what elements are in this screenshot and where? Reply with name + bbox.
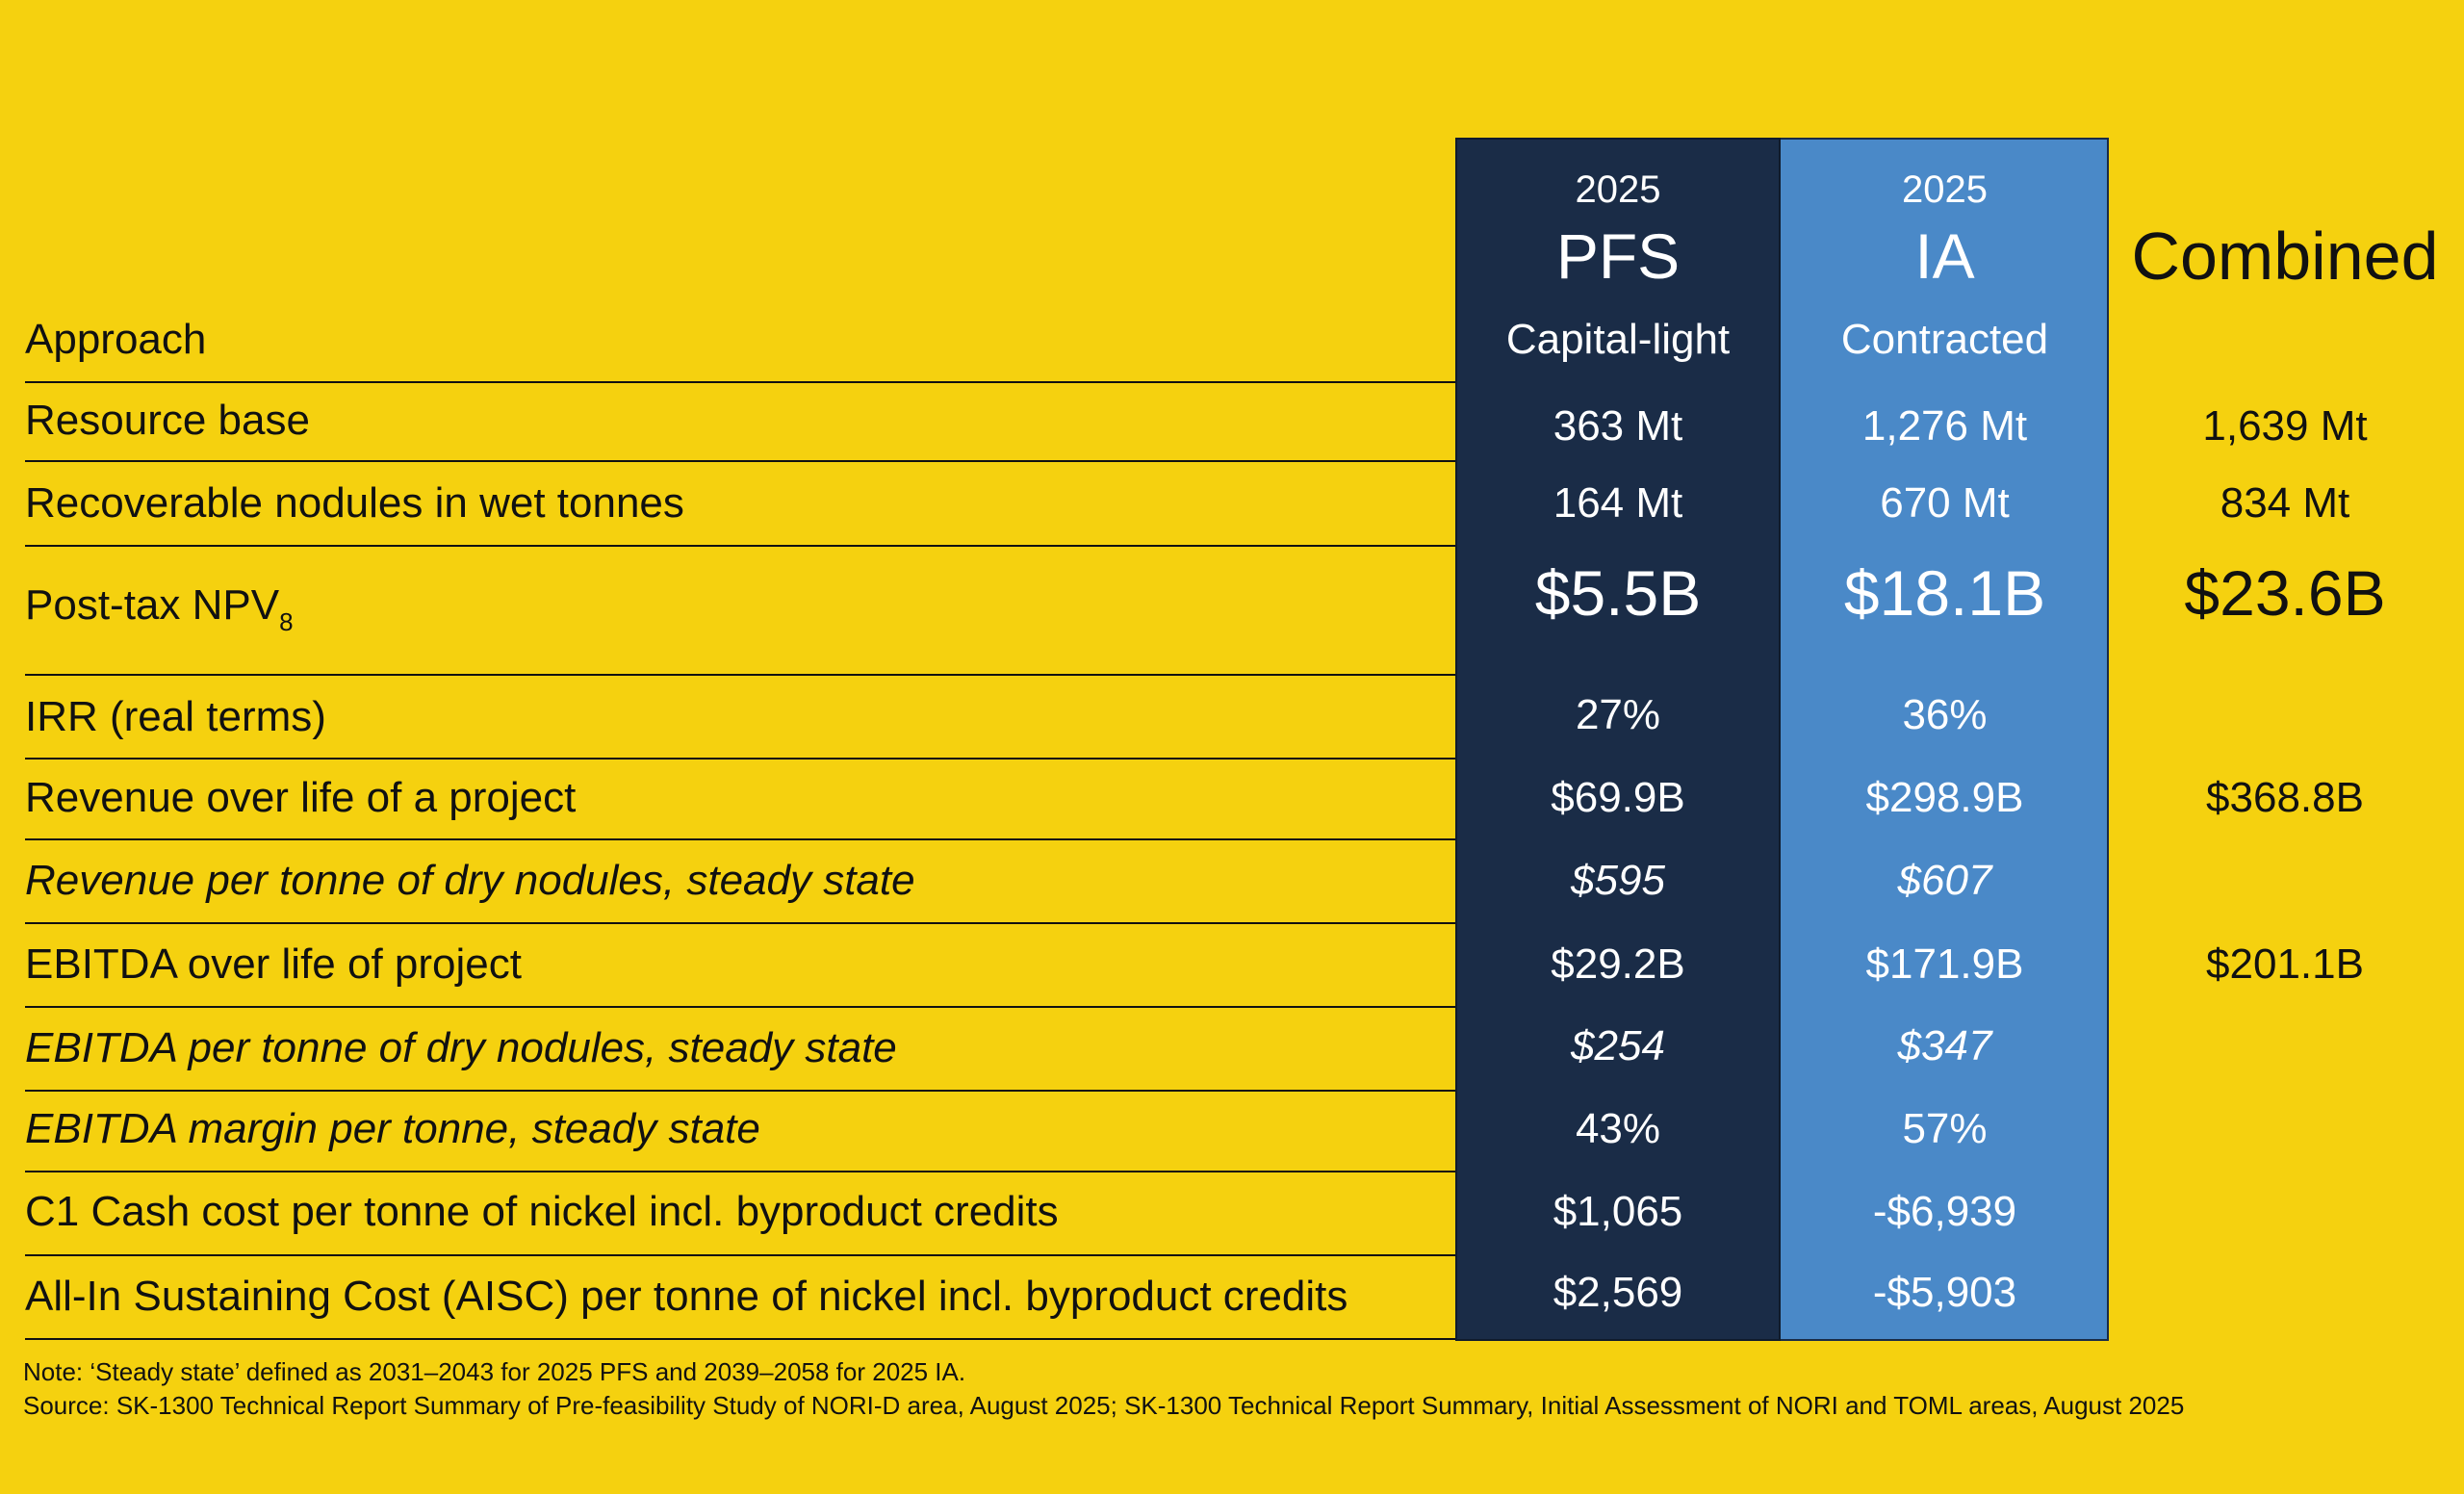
row-divider	[25, 460, 1455, 462]
pfs-value-ebitda-per-tonne: $254	[1571, 1022, 1665, 1069]
ia-value-aisc: -$5,903	[1872, 1269, 2017, 1316]
pfs-title-header: PFS	[1555, 220, 1681, 292]
ia-value-ebitda-margin: 57%	[1902, 1105, 1988, 1152]
row-label-ebitda-margin: EBITDA margin per tonne, steady state	[25, 1105, 760, 1152]
pfs-value-revenue-per-tonne: $595	[1571, 857, 1665, 904]
row-label-revenue-per-tonne: Revenue per tonne of dry nodules, steady…	[25, 857, 915, 904]
row-label-aisc: All-In Sustaining Cost (AISC) per tonne …	[25, 1273, 1348, 1320]
row-divider	[25, 758, 1455, 760]
row-label-ebitda-life: EBITDA over life of project	[25, 940, 522, 988]
row-label-recoverable-nodules: Recoverable nodules in wet tonnes	[25, 479, 684, 527]
row-label-post-tax-npv: Post-tax NPV8	[25, 581, 294, 637]
combined-title-header: Combined	[2131, 219, 2439, 294]
row-divider	[25, 838, 1455, 840]
row-divider	[25, 1006, 1455, 1008]
pfs-value-ebitda-life: $29.2B	[1551, 940, 1685, 988]
row-divider	[25, 922, 1455, 924]
pfs-value-revenue-life: $69.9B	[1551, 774, 1685, 821]
ia-value-recoverable-nodules: 670 Mt	[1880, 479, 2010, 527]
ia-value-revenue-life: $298.9B	[1865, 774, 2024, 821]
ia-title-header: IA	[1914, 220, 1975, 292]
row-label-revenue-life: Revenue over life of a project	[25, 774, 577, 821]
row-divider	[25, 1254, 1455, 1256]
approach-row-label: Approach	[25, 316, 207, 363]
pfs-value-post-tax-npv: $5.5B	[1534, 557, 1702, 629]
source-note: Source: SK-1300 Technical Report Summary…	[23, 1391, 2185, 1420]
pfs-value-aisc: $2,569	[1553, 1269, 1683, 1316]
row-divider	[25, 1171, 1455, 1172]
combined-value-post-tax-npv: $23.6B	[2184, 557, 2386, 629]
pfs-approach-value: Capital-light	[1505, 316, 1731, 363]
ia-value-revenue-per-tonne: $607	[1897, 857, 1992, 904]
row-divider	[25, 1338, 1455, 1340]
row-label-ebitda-per-tonne: EBITDA per tonne of dry nodules, steady …	[25, 1024, 897, 1071]
pfs-year-header: 2025	[1575, 168, 1661, 211]
pfs-value-c1-cash-cost: $1,065	[1553, 1188, 1683, 1235]
ia-column-background	[1781, 138, 2109, 1341]
ia-value-post-tax-npv: $18.1B	[1843, 557, 2046, 629]
row-divider	[25, 545, 1455, 547]
ia-value-ebitda-life: $171.9B	[1865, 940, 2024, 988]
pfs-value-ebitda-margin: 43%	[1575, 1105, 1661, 1152]
post-tax-npv-label-text: Post-tax NPV	[25, 581, 280, 629]
row-divider	[25, 381, 1455, 383]
row-divider	[25, 1090, 1455, 1092]
row-label-resource-base: Resource base	[25, 397, 310, 444]
pfs-column-background	[1455, 138, 1781, 1341]
row-divider	[25, 674, 1455, 676]
ia-value-c1-cash-cost: -$6,939	[1872, 1188, 2017, 1235]
combined-value-recoverable-nodules: 834 Mt	[2220, 479, 2350, 527]
pfs-value-irr: 27%	[1575, 691, 1661, 738]
steady-state-note: Note: ‘Steady state’ defined as 2031–204…	[23, 1357, 966, 1386]
row-label-c1-cash-cost: C1 Cash cost per tonne of nickel incl. b…	[25, 1188, 1059, 1235]
ia-value-ebitda-per-tonne: $347	[1897, 1022, 1992, 1069]
combined-value-ebitda-life: $201.1B	[2206, 940, 2364, 988]
ia-approach-value: Contracted	[1840, 316, 2049, 363]
footnotes: Note: ‘Steady state’ defined as 2031–204…	[23, 1355, 2391, 1423]
pfs-value-recoverable-nodules: 164 Mt	[1553, 479, 1683, 527]
npv-discount-subscript: 8	[279, 607, 294, 636]
combined-value-revenue-life: $368.8B	[2206, 774, 2364, 821]
ia-year-header: 2025	[1902, 168, 1988, 211]
ia-value-irr: 36%	[1902, 691, 1988, 738]
row-label-irr: IRR (real terms)	[25, 693, 326, 740]
pfs-value-resource-base: 363 Mt	[1553, 402, 1683, 450]
combined-value-resource-base: 1,639 Mt	[2202, 402, 2368, 450]
ia-value-resource-base: 1,276 Mt	[1861, 402, 2028, 450]
